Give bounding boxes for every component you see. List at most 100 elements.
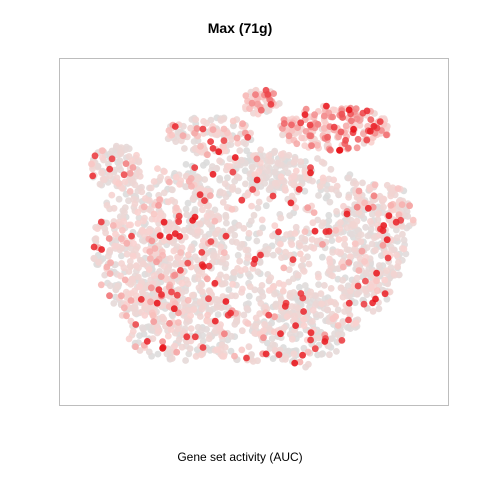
scatter-point <box>250 211 258 219</box>
scatter-point <box>277 296 285 304</box>
scatter-point <box>289 256 297 263</box>
scatter-point <box>240 225 248 232</box>
scatter-point <box>184 306 192 314</box>
scatter-point <box>343 210 351 218</box>
scatter-point <box>263 250 271 258</box>
scatter-point <box>353 274 361 282</box>
scatter-point <box>294 271 302 279</box>
scatter-point <box>150 318 158 325</box>
scatter-point <box>332 227 340 234</box>
scatter-point <box>328 237 336 245</box>
scatter-point <box>185 177 193 185</box>
scatter-point <box>362 277 369 285</box>
scatter-point <box>309 306 317 314</box>
scatter-point <box>234 187 242 195</box>
scatter-point <box>173 348 181 356</box>
scatter-point <box>197 143 204 150</box>
scatter-point <box>394 185 402 192</box>
scatter-point <box>143 338 151 345</box>
scatter-point <box>277 330 284 338</box>
scatter-point <box>219 280 227 288</box>
scatter-point <box>307 169 314 177</box>
scatter-point <box>199 237 207 245</box>
scatter-point <box>375 305 383 313</box>
scatter-point <box>332 313 340 320</box>
scatter-point <box>182 205 190 213</box>
scatter-point <box>135 273 142 281</box>
scatter-point <box>187 337 195 345</box>
scatter-point <box>367 116 375 123</box>
scatter-point <box>205 295 212 303</box>
scatter-point <box>120 304 128 312</box>
scatter-point <box>161 168 168 175</box>
scatter-point <box>361 258 368 265</box>
scatter-point <box>370 122 378 130</box>
scatter-point <box>324 133 331 141</box>
scatter-point <box>187 325 195 332</box>
scatter-point <box>268 335 276 342</box>
scatter-point <box>131 309 139 317</box>
scatter-point <box>140 203 148 211</box>
scatter-point <box>226 163 234 170</box>
scatter-point <box>257 146 264 154</box>
scatter-point <box>292 322 299 329</box>
scatter-point <box>271 313 278 321</box>
scatter-point <box>338 337 346 344</box>
scatter-point <box>254 204 262 212</box>
scatter-point <box>282 186 289 194</box>
scatter-point <box>98 246 105 253</box>
scatter-point <box>175 309 182 317</box>
scatter-point <box>280 324 288 332</box>
scatter-point <box>257 299 265 307</box>
scatter-point <box>249 164 256 171</box>
scatter-point <box>323 102 330 110</box>
scatter-point <box>242 92 250 100</box>
scatter-point <box>156 232 164 240</box>
scatter-point <box>301 111 309 118</box>
scatter-point <box>166 233 173 241</box>
scatter-point <box>311 111 318 119</box>
scatter-point <box>351 245 359 253</box>
scatter-point <box>287 199 295 207</box>
scatter-point <box>354 282 362 290</box>
scatter-point <box>183 333 191 341</box>
scatter-point <box>139 227 147 235</box>
scatter-point <box>321 124 328 132</box>
scatter-point <box>184 199 192 207</box>
scatter-point <box>327 335 335 343</box>
scatter-point <box>205 202 213 210</box>
scatter-point <box>220 125 228 133</box>
scatter-point <box>292 167 300 175</box>
scatter-point <box>362 223 369 231</box>
scatter-point <box>238 327 246 335</box>
scatter-point <box>312 292 320 300</box>
scatter-point <box>252 322 259 330</box>
scatter-point <box>198 305 206 313</box>
scatter-point <box>305 260 313 268</box>
scatter-point <box>206 192 214 200</box>
scatter-point <box>121 209 128 216</box>
scatter-point <box>132 321 140 328</box>
scatter-point <box>300 308 307 315</box>
scatter-point <box>375 262 383 269</box>
scatter-point <box>384 254 392 262</box>
scatter-point <box>222 232 230 240</box>
scatter-point <box>395 211 403 219</box>
scatter-point <box>388 246 396 254</box>
scatter-point <box>357 238 365 246</box>
scatter-point <box>185 350 193 358</box>
scatter-point <box>381 276 389 284</box>
scatter-point <box>200 118 208 125</box>
scatter-point <box>236 257 244 265</box>
scatter-point <box>106 172 114 179</box>
scatter-point <box>352 180 360 188</box>
scatter-point <box>220 249 228 257</box>
scatter-point <box>194 226 202 234</box>
scatter-point <box>106 270 114 277</box>
scatter-point <box>145 348 153 356</box>
scatter-point <box>128 232 135 240</box>
scatter-point <box>363 107 371 115</box>
scatter-point <box>278 254 285 261</box>
scatter-point <box>145 266 153 273</box>
scatter-point <box>108 147 116 155</box>
